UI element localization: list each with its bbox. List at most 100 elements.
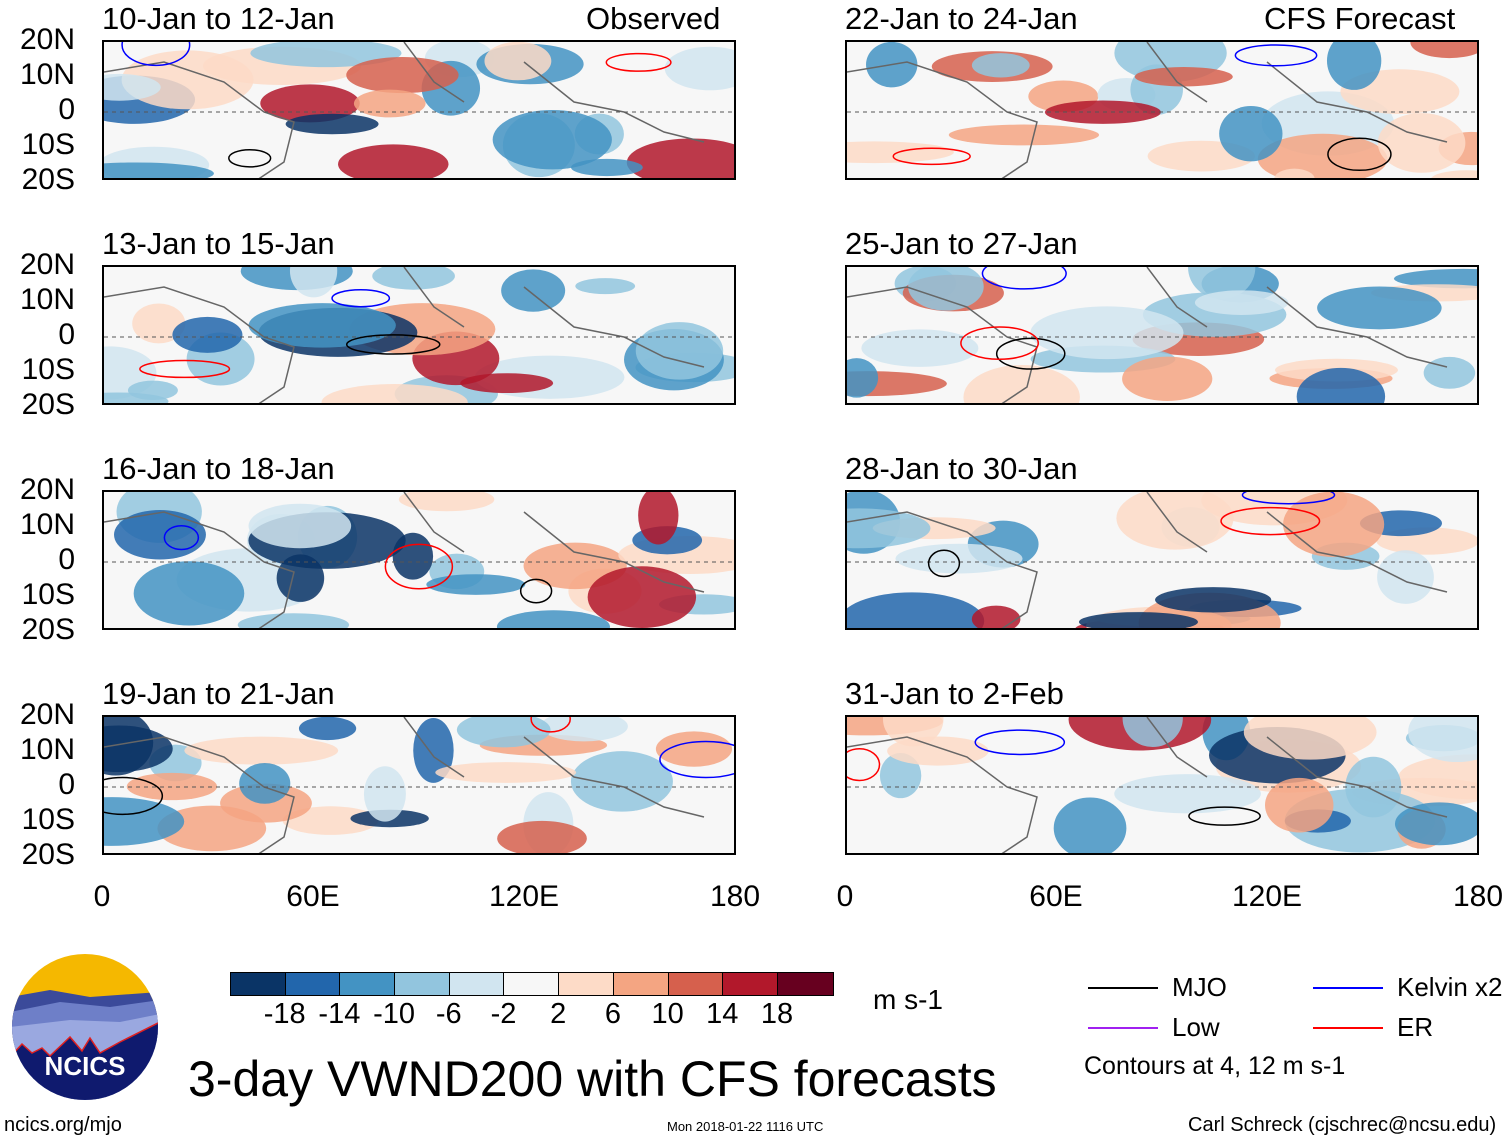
colorbar-swatch bbox=[231, 973, 286, 995]
wind-anomaly-blob bbox=[114, 509, 206, 560]
legend-kelvin: Kelvin x2 bbox=[1313, 972, 1503, 1003]
wind-anomaly-blob bbox=[298, 717, 357, 741]
figure-title: 3-day VWND200 with CFS forecasts bbox=[188, 1051, 997, 1107]
lat-label: 20N bbox=[19, 248, 75, 281]
map-panel bbox=[102, 265, 736, 405]
contour bbox=[331, 289, 391, 308]
legend-label: Low bbox=[1172, 1012, 1220, 1042]
contour bbox=[1234, 44, 1318, 67]
footer-credit: Carl Schreck (cjschrec@ncsu.edu) bbox=[1188, 1114, 1497, 1136]
lat-label: 20S bbox=[21, 163, 75, 196]
panel-title: 16-Jan to 18-Jan bbox=[102, 451, 335, 486]
wind-anomaly-blob bbox=[260, 84, 360, 123]
wind-anomaly-blob bbox=[1283, 492, 1385, 558]
wind-anomaly-blob bbox=[1431, 170, 1477, 178]
wind-anomaly-blob bbox=[1194, 290, 1289, 315]
map-panel bbox=[845, 40, 1479, 180]
colorbar-label: -18 bbox=[263, 998, 306, 1030]
wind-anomaly-blob bbox=[1257, 133, 1388, 178]
wind-anomaly-blob bbox=[971, 605, 1021, 628]
colorbar-swatch bbox=[285, 973, 341, 995]
footer-timestamp: Mon 2018-01-22 1116 UTC bbox=[667, 1119, 824, 1134]
contour bbox=[1220, 506, 1321, 536]
lat-label: 10N bbox=[19, 58, 75, 91]
contour bbox=[960, 326, 1039, 360]
wind-anomaly-blob bbox=[1408, 717, 1477, 763]
wind-anomaly-blob bbox=[575, 278, 636, 295]
wind-anomaly-blob bbox=[157, 805, 267, 852]
panel-title: 13-Jan to 15-Jan bbox=[102, 226, 335, 261]
lat-label: 10S bbox=[21, 803, 75, 836]
wind-anomaly-blob bbox=[655, 731, 733, 767]
contour bbox=[345, 334, 441, 355]
wind-anomaly-blob bbox=[887, 736, 989, 766]
legend-low: Low bbox=[1088, 1012, 1220, 1043]
colorbar-swatch bbox=[340, 973, 396, 995]
wind-anomaly-blob bbox=[664, 46, 734, 91]
colorbar-swatch bbox=[449, 973, 505, 995]
wind-anomaly-blob bbox=[492, 109, 612, 170]
wind-anomaly-blob bbox=[1122, 356, 1213, 401]
wind-anomaly-blob bbox=[1398, 754, 1477, 800]
panel-title: 25-Jan to 27-Jan bbox=[845, 226, 1078, 261]
wind-anomaly-blob bbox=[1030, 306, 1184, 360]
wind-anomaly-blob bbox=[1134, 67, 1233, 87]
lat-label: 20S bbox=[21, 838, 75, 871]
lat-label: 10N bbox=[19, 508, 75, 541]
legend-er: ER bbox=[1313, 1012, 1433, 1043]
contour bbox=[530, 717, 571, 733]
panel-title: 28-Jan to 30-Jan bbox=[845, 451, 1078, 486]
map-panel bbox=[102, 490, 736, 630]
lon-label: 180 bbox=[1452, 880, 1504, 913]
wind-anomaly-blob bbox=[540, 717, 628, 742]
legend-label: ER bbox=[1397, 1012, 1434, 1042]
colorbar-label: -14 bbox=[318, 998, 361, 1030]
colorbar-label: -6 bbox=[435, 998, 462, 1030]
colorbar-units: m s-1 bbox=[873, 984, 943, 1015]
legend-label: Kelvin x2 bbox=[1397, 972, 1503, 1002]
colorbar-label: 14 bbox=[706, 998, 739, 1030]
contour bbox=[104, 776, 164, 816]
wind-anomaly-blob bbox=[398, 492, 495, 512]
map-panel bbox=[102, 40, 736, 180]
wind-anomaly-blob bbox=[1410, 42, 1477, 59]
wind-anomaly-blob bbox=[1394, 268, 1477, 289]
contour bbox=[1188, 806, 1261, 826]
svg-text:NCICS: NCICS bbox=[45, 1051, 126, 1081]
lon-label: 120E bbox=[1231, 880, 1303, 913]
contour bbox=[974, 729, 1066, 756]
wind-anomaly-blob bbox=[413, 717, 454, 783]
wind-anomaly-blob bbox=[484, 42, 552, 81]
wind-anomaly-blob bbox=[285, 113, 379, 135]
wind-anomaly-blob bbox=[363, 766, 406, 822]
lat-label: 20N bbox=[19, 473, 75, 506]
wind-anomaly-blob bbox=[104, 162, 214, 178]
contour bbox=[892, 147, 971, 166]
wind-anomaly-blob bbox=[104, 797, 185, 846]
wind-anomaly-blob bbox=[1219, 105, 1283, 162]
wind-anomaly-blob bbox=[908, 267, 984, 311]
contour bbox=[121, 42, 191, 67]
wind-anomaly-blob bbox=[237, 613, 350, 628]
wind-anomaly-blob bbox=[963, 365, 1080, 403]
contour bbox=[139, 359, 231, 379]
forecast-label: CFS Forecast bbox=[1264, 1, 1456, 36]
wind-anomaly-blob bbox=[104, 73, 161, 101]
footer-url[interactable]: ncics.org/mjo bbox=[4, 1114, 122, 1136]
wind-anomaly-blob bbox=[133, 561, 245, 626]
wind-anomaly-blob bbox=[184, 736, 339, 765]
colorbar-label: 10 bbox=[651, 998, 684, 1030]
contour bbox=[519, 578, 553, 604]
wind-anomaly-blob bbox=[372, 267, 455, 290]
lat-label: 20S bbox=[21, 388, 75, 421]
colorbar-swatch bbox=[395, 973, 450, 995]
wind-anomaly-blob bbox=[1317, 286, 1442, 330]
wind-anomaly-blob bbox=[426, 574, 526, 595]
wind-anomaly-blob bbox=[1044, 100, 1161, 124]
wind-anomaly-blob bbox=[346, 57, 459, 94]
wind-anomaly-blob bbox=[353, 89, 426, 118]
wind-anomaly-blob bbox=[248, 303, 396, 348]
wind-anomaly-blob bbox=[104, 725, 173, 773]
colorbar-swatch bbox=[559, 973, 614, 995]
colorbar-swatch bbox=[777, 973, 833, 995]
